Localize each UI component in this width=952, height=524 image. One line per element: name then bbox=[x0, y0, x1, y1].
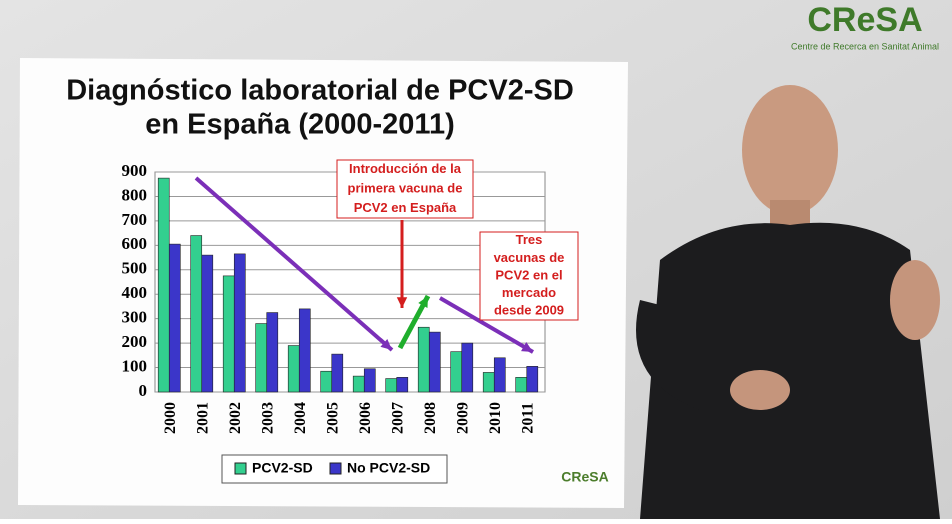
presenter bbox=[636, 85, 940, 519]
bar bbox=[298, 308, 311, 393]
bar bbox=[287, 345, 300, 393]
y-tick-label: 800 bbox=[122, 185, 148, 204]
y-tick-label: 500 bbox=[122, 259, 148, 278]
chart-title: en España (2000-2011) bbox=[145, 109, 455, 141]
legend-label: No PCV2-SD bbox=[347, 460, 430, 476]
bar bbox=[417, 326, 430, 393]
arrow-head bbox=[396, 297, 408, 308]
x-tick-label: 2003 bbox=[259, 402, 276, 434]
bar bbox=[157, 177, 170, 393]
arrow-head bbox=[418, 296, 428, 308]
bar bbox=[255, 323, 268, 393]
logo: CReSA bbox=[807, 1, 922, 39]
x-tick-label: 2000 bbox=[162, 402, 179, 434]
bar bbox=[222, 275, 235, 393]
x-tick-label: 2002 bbox=[227, 402, 244, 434]
bar bbox=[493, 357, 506, 393]
y-tick-label: 0 bbox=[139, 381, 148, 400]
bar bbox=[482, 372, 495, 393]
slide-logo: CReSA bbox=[561, 469, 608, 485]
arrow bbox=[438, 296, 535, 354]
arrow-head bbox=[380, 338, 392, 350]
arrow bbox=[194, 176, 394, 352]
bar bbox=[168, 243, 181, 393]
annotation-box bbox=[479, 231, 579, 321]
x-tick-label: 2005 bbox=[324, 402, 341, 434]
logo-subtitle: Centre de Recerca en Sanitat Animal bbox=[791, 41, 939, 51]
y-tick-label: 200 bbox=[122, 332, 148, 351]
bar bbox=[450, 351, 463, 393]
annotation-text: Tres bbox=[516, 232, 543, 247]
x-tick-label: 2011 bbox=[519, 402, 536, 433]
annotation-text: mercado bbox=[502, 285, 556, 300]
annotation-text: primera vacuna de bbox=[348, 180, 463, 195]
annotation-text: PCV2 en el bbox=[495, 267, 562, 282]
bar bbox=[320, 370, 333, 393]
bar bbox=[396, 377, 409, 393]
bar bbox=[201, 254, 214, 393]
annotation-text: desde 2009 bbox=[494, 303, 564, 318]
bar bbox=[331, 353, 344, 393]
bar bbox=[233, 253, 246, 393]
bar bbox=[352, 375, 365, 393]
x-tick-label: 2010 bbox=[487, 402, 504, 434]
x-tick-label: 2001 bbox=[194, 402, 211, 434]
x-tick-label: 2008 bbox=[422, 402, 439, 434]
x-tick-label: 2006 bbox=[357, 402, 374, 434]
annotation-box bbox=[336, 159, 474, 219]
legend-swatch bbox=[329, 462, 342, 475]
legend-swatch bbox=[234, 462, 247, 475]
bar bbox=[266, 312, 279, 393]
annotation-text: PCV2 en España bbox=[354, 200, 457, 215]
bar bbox=[385, 378, 398, 393]
bar bbox=[363, 368, 376, 393]
y-tick-label: 300 bbox=[122, 308, 148, 327]
x-tick-label: 2007 bbox=[389, 402, 406, 434]
arrow-head bbox=[521, 342, 533, 352]
legend-label: PCV2-SD bbox=[252, 460, 313, 476]
y-tick-label: 600 bbox=[122, 234, 148, 253]
chart-title: Diagnóstico laboratorial de PCV2-SD bbox=[66, 75, 574, 107]
annotation-text: vacunas de bbox=[494, 250, 565, 265]
annotation-text: Introducción de la bbox=[349, 161, 462, 176]
bar bbox=[515, 377, 528, 393]
y-tick-label: 700 bbox=[122, 210, 148, 229]
y-tick-label: 900 bbox=[122, 161, 148, 180]
bar bbox=[461, 342, 474, 393]
x-tick-label: 2004 bbox=[292, 402, 309, 434]
y-tick-label: 100 bbox=[122, 356, 148, 375]
bar bbox=[190, 235, 203, 393]
bar bbox=[428, 331, 441, 393]
bar bbox=[526, 366, 539, 393]
y-tick-label: 400 bbox=[122, 283, 148, 302]
x-tick-label: 2009 bbox=[454, 402, 471, 434]
